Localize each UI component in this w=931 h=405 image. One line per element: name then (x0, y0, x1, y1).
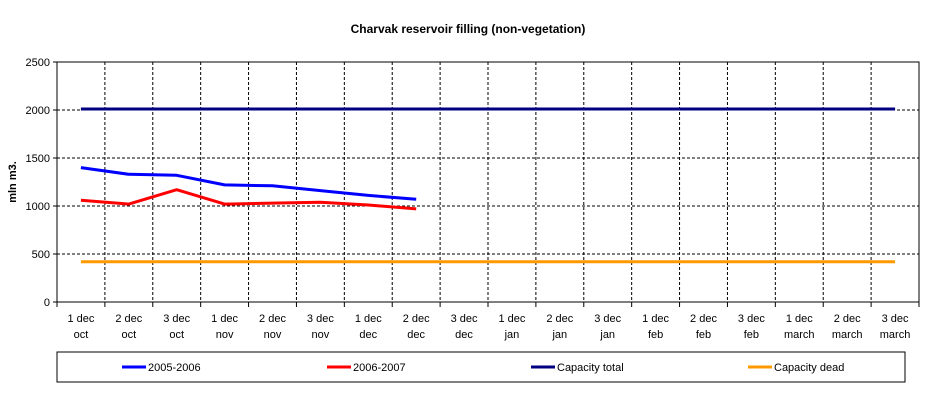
x-tick-label: 1 dec (355, 313, 382, 325)
x-tick-label: 1 dec (211, 313, 238, 325)
x-tick-label: feb (648, 329, 663, 341)
x-tick-label: oct (74, 329, 89, 341)
y-tick-label: 1500 (26, 153, 50, 165)
x-tick-label: jan (504, 329, 520, 341)
series-line-2006-2007 (80, 188, 417, 211)
y-tick-label: 2000 (26, 105, 50, 117)
legend-label-capacity-total: Capacity total (557, 362, 624, 374)
x-tick-label: jan (551, 329, 567, 341)
y-axis-label: mln m3. (7, 161, 19, 203)
x-tick-label: 1 dec (498, 313, 525, 325)
x-tick-label: dec (407, 329, 425, 341)
x-tick-label: dec (455, 329, 473, 341)
x-tick-label: 3 dec (163, 313, 190, 325)
legend-label-2005-2006: 2005-2006 (148, 362, 201, 374)
x-tick-label: 2 dec (115, 313, 142, 325)
x-tick-label: feb (744, 329, 759, 341)
series-lines (80, 107, 896, 264)
y-tick-label: 0 (44, 297, 50, 309)
x-tick-label: oct (121, 329, 136, 341)
x-tick-label: march (832, 329, 863, 341)
x-tick-label: 3 dec (738, 313, 765, 325)
x-tick-label: 1 dec (67, 313, 94, 325)
x-tick-label: 2 dec (834, 313, 861, 325)
axis-ticks: 0 500 1000 1500 2000 2500 1 dec oct 2 dec oct 3 de… (26, 57, 920, 341)
chart-title: Charvak reservoir filling (non-vegetatio… (351, 22, 586, 36)
x-tick-label: 1 dec (642, 313, 669, 325)
x-tick-label: 3 dec (451, 313, 478, 325)
legend-label-capacity-dead: Capacity dead (774, 362, 844, 374)
x-tick-label: 1 dec (786, 313, 813, 325)
x-tick-label: march (784, 329, 815, 341)
x-tick-label: 3 dec (307, 313, 334, 325)
y-tick-label: 1000 (26, 201, 50, 213)
legend-label-2006-2007: 2006-2007 (353, 362, 406, 374)
x-tick-label: 2 dec (546, 313, 573, 325)
series-line-2005-2006 (80, 166, 417, 201)
x-tick-label: 2 dec (259, 313, 286, 325)
x-tick-label: 2 dec (403, 313, 430, 325)
x-tick-label: nov (216, 329, 234, 341)
x-tick-label: 3 dec (882, 313, 909, 325)
legend-entries: 2005-2006 2006-2007 Capacity total Capacity… (122, 362, 844, 374)
x-tick-label: jan (599, 329, 615, 341)
x-tick-label: march (880, 329, 911, 341)
y-tick-label: 500 (32, 249, 50, 261)
x-tick-label: 3 dec (594, 313, 621, 325)
x-tick-label: feb (696, 329, 711, 341)
y-tick-label: 2500 (26, 57, 50, 69)
x-tick-label: nov (264, 329, 282, 341)
x-tick-label: nov (312, 329, 330, 341)
x-tick-label: dec (359, 329, 377, 341)
x-tick-label: 2 dec (690, 313, 717, 325)
x-tick-label: oct (169, 329, 184, 341)
